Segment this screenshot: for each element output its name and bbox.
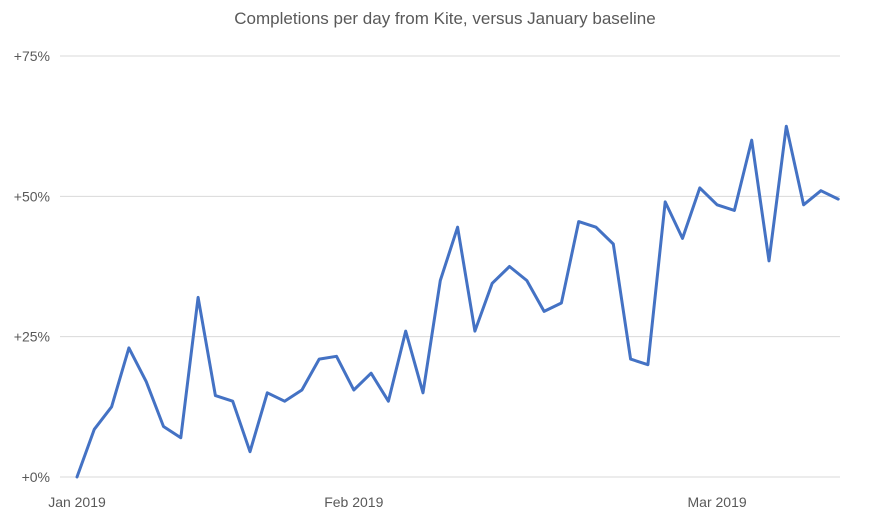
y-tick-label: +75% [14, 48, 50, 64]
gridlines [60, 55, 840, 478]
y-tick-label: +0% [22, 469, 50, 485]
y-axis-tick-labels: +0% +25% +50% +75% [14, 48, 50, 485]
x-axis-tick-labels: Jan 2019 Feb 2019 Mar 2019 [48, 494, 747, 510]
series-layer [75, 124, 840, 479]
x-tick-label: Mar 2019 [688, 494, 747, 510]
series-line [75, 124, 840, 479]
y-tick-label: +25% [14, 329, 50, 345]
x-tick-label: Feb 2019 [324, 494, 383, 510]
chart-title: Completions per day from Kite, versus Ja… [234, 9, 655, 28]
x-tick-label: Jan 2019 [48, 494, 106, 510]
y-tick-label: +50% [14, 188, 50, 204]
